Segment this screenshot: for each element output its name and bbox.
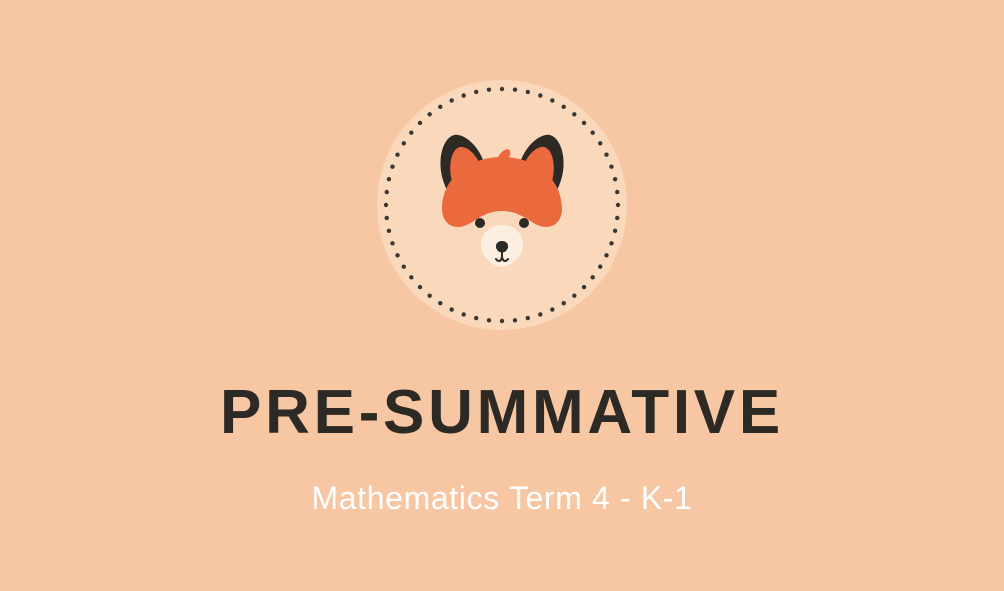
fox-badge-svg [372,75,632,335]
page-subtitle: Mathematics Term 4 - K-1 [311,480,692,517]
card: PRE-SUMMATIVE Mathematics Term 4 - K-1 [0,0,1004,591]
fox-badge [372,75,632,335]
page-title: PRE-SUMMATIVE [220,377,784,448]
fox-icon [440,134,563,270]
